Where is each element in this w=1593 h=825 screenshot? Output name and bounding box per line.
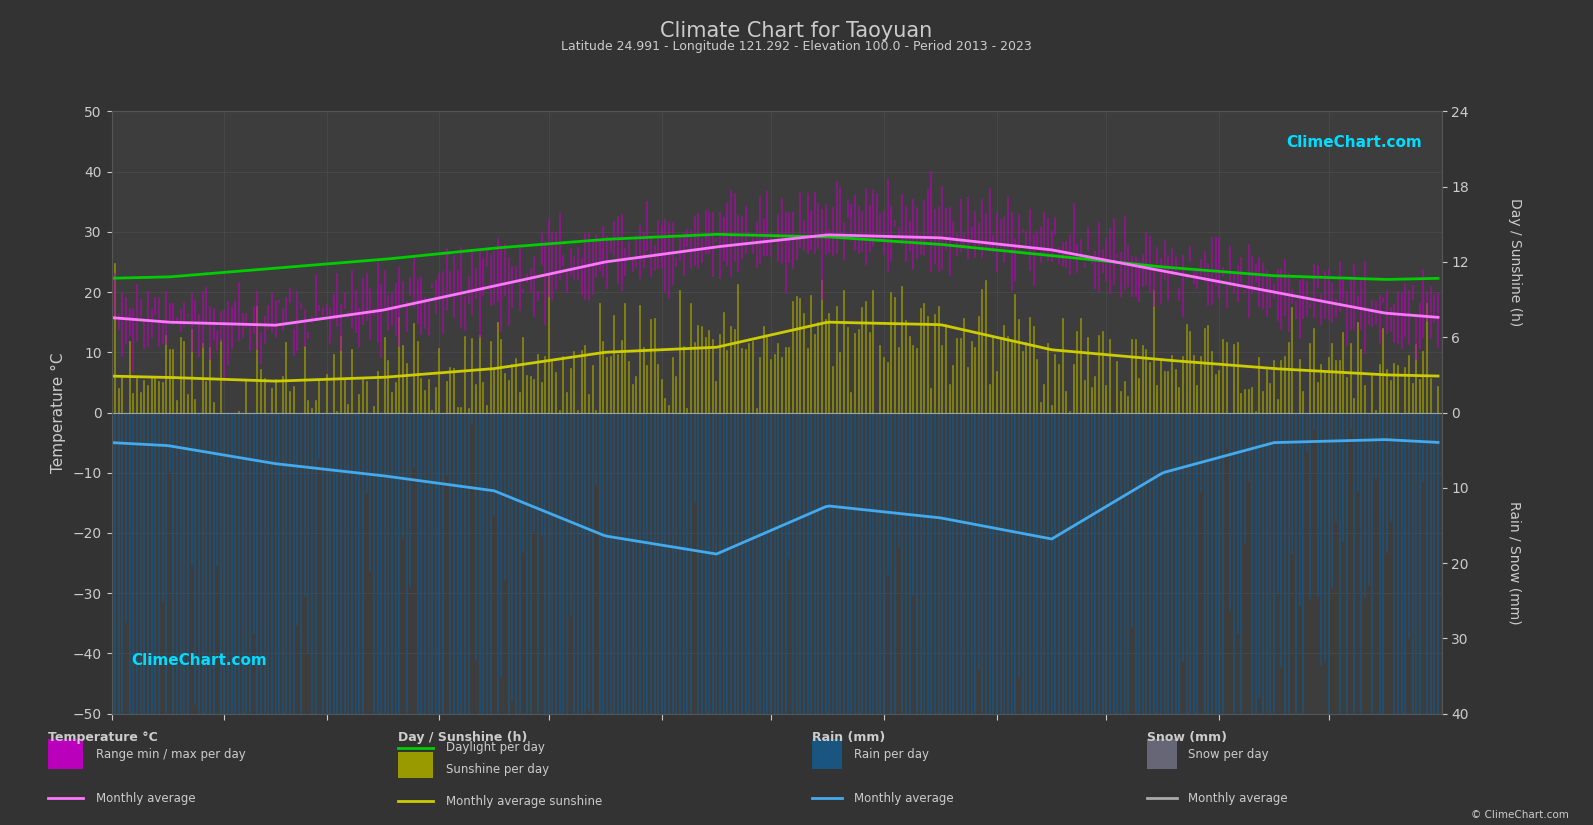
Text: Daylight per day: Daylight per day [446, 742, 545, 754]
Text: Climate Chart for Taoyuan: Climate Chart for Taoyuan [661, 21, 932, 40]
Text: Monthly average: Monthly average [1188, 792, 1289, 804]
Text: Temperature °C: Temperature °C [48, 731, 158, 743]
Text: Rain (mm): Rain (mm) [812, 731, 886, 743]
Text: Monthly average sunshine: Monthly average sunshine [446, 795, 602, 808]
FancyBboxPatch shape [48, 739, 83, 769]
Y-axis label: Temperature °C: Temperature °C [51, 352, 65, 473]
Text: © ClimeChart.com: © ClimeChart.com [1472, 809, 1569, 820]
Text: Rain per day: Rain per day [854, 747, 929, 761]
Text: Rain / Snow (mm): Rain / Snow (mm) [1509, 502, 1521, 625]
Text: Latitude 24.991 - Longitude 121.292 - Elevation 100.0 - Period 2013 - 2023: Latitude 24.991 - Longitude 121.292 - El… [561, 40, 1032, 53]
FancyBboxPatch shape [398, 752, 433, 778]
Text: Snow per day: Snow per day [1188, 747, 1270, 761]
Text: Sunshine per day: Sunshine per day [446, 763, 550, 775]
FancyBboxPatch shape [1147, 739, 1177, 769]
Text: Monthly average: Monthly average [854, 792, 954, 804]
Text: Range min / max per day: Range min / max per day [96, 747, 245, 761]
Text: ClimeChart.com: ClimeChart.com [132, 653, 268, 668]
Text: ClimeChart.com: ClimeChart.com [1286, 135, 1421, 150]
Text: Day / Sunshine (h): Day / Sunshine (h) [1509, 198, 1521, 326]
FancyBboxPatch shape [812, 739, 843, 769]
Text: Snow (mm): Snow (mm) [1147, 731, 1227, 743]
Text: Day / Sunshine (h): Day / Sunshine (h) [398, 731, 527, 743]
Text: Monthly average: Monthly average [96, 792, 196, 804]
